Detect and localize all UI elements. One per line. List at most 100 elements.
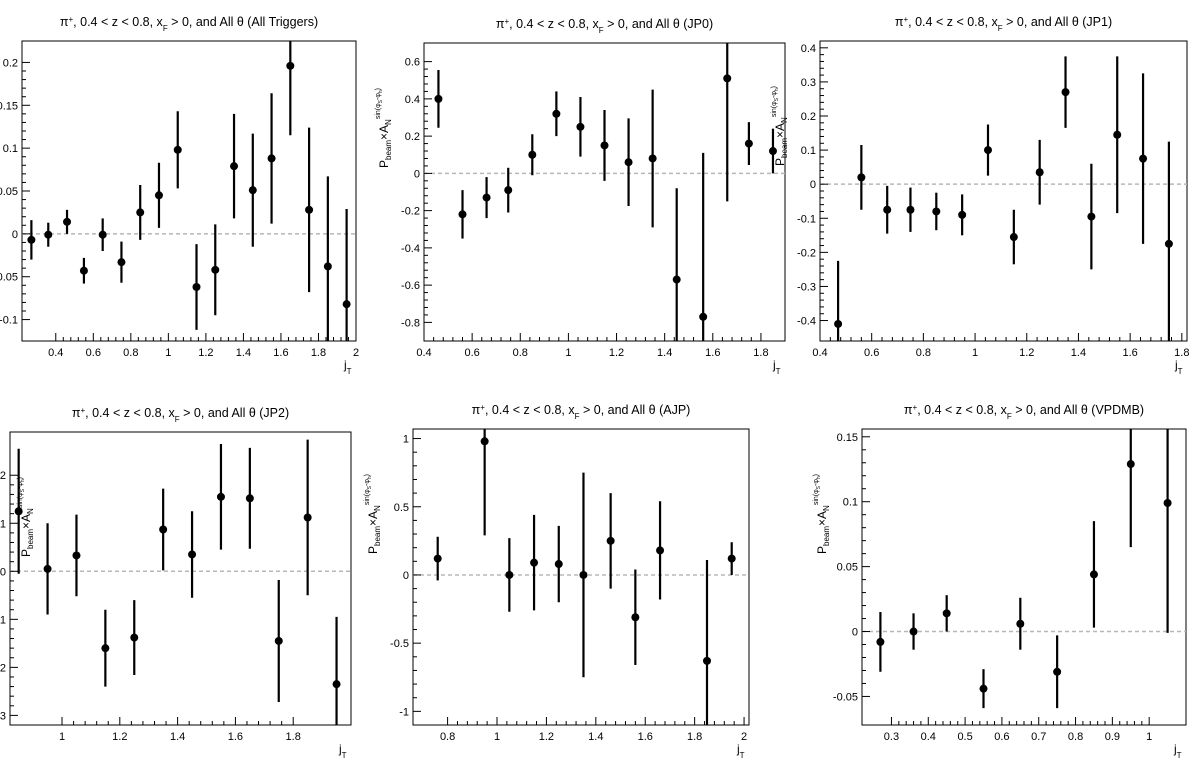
y-tick-label: -0.5: [390, 638, 409, 650]
title-part: π: [60, 15, 69, 29]
data-point: [1053, 667, 1062, 676]
x-tick-label: 0.7: [1031, 731, 1046, 743]
data-point: [1164, 239, 1173, 248]
x-axis-label-main: j: [772, 358, 776, 372]
y-tick-label: -0.05: [0, 272, 18, 284]
y-tick-label: 0: [852, 627, 858, 639]
title-part: +: [80, 406, 85, 415]
data-point: [154, 191, 163, 200]
title-part: +: [480, 403, 485, 412]
data-point: [744, 139, 753, 148]
data-point: [1139, 154, 1148, 163]
data-point: [44, 230, 53, 239]
x-axis-label-sub: T: [776, 367, 781, 376]
y-tick-label: 0.2: [3, 57, 18, 69]
y-tick-label: -0.3: [797, 281, 816, 293]
x-axis-label-sub: T: [1178, 367, 1183, 376]
title-part: > 0, and All θ (All Triggers): [168, 15, 318, 29]
y-axis-label: Pbeam×ANsin(φS-φh): [17, 477, 35, 557]
data-point: [245, 494, 254, 503]
x-tick-label: 0.6: [464, 347, 479, 359]
plot-frame: [819, 40, 1188, 342]
y-axis-label-part: N: [780, 117, 789, 123]
data-point: [303, 513, 312, 522]
x-axis-label-sub: T: [347, 367, 352, 376]
y-axis-label-part: N: [373, 505, 382, 511]
data-point: [305, 205, 314, 214]
data-point: [1035, 168, 1044, 177]
data-point: [27, 235, 36, 244]
data-point: [554, 560, 563, 569]
y-axis-label-part: -φ: [375, 93, 382, 100]
data-point: [286, 61, 295, 70]
y-axis-label-part: h: [378, 90, 384, 93]
data-point: [130, 633, 139, 642]
title-part: π: [904, 403, 913, 417]
x-tick-label: 0.3: [884, 731, 899, 743]
y-axis-label-part: ×A: [377, 125, 391, 140]
y-axis-label-part: S: [20, 488, 26, 492]
data-point: [672, 275, 681, 284]
title-part: , 0.4 < z < 0.8, x: [917, 403, 1007, 417]
y-tick-label: -0.6: [401, 280, 420, 292]
y-tick-label: -1: [399, 706, 409, 718]
data-point: [332, 680, 341, 689]
y-tick-label: 0.15: [0, 100, 18, 112]
x-axis-label-main: j: [1174, 358, 1178, 372]
data-point: [433, 554, 442, 563]
data-point: [1016, 619, 1025, 628]
x-tick-label: 1.4: [1071, 347, 1086, 359]
data-point: [631, 613, 640, 622]
x-tick-label: 1.2: [539, 731, 554, 743]
y-tick-label: 0: [0, 566, 6, 578]
plot-frame: [9, 431, 352, 726]
y-axis-label: Pbeam×ANsin(φS-φh): [375, 88, 393, 168]
y-tick-label: -0.2: [0, 662, 6, 674]
data-point: [834, 319, 843, 328]
title-part: > 0, and All θ (VPDMB): [1012, 403, 1144, 417]
title-part: F: [175, 415, 180, 424]
x-tick-label: 1.8: [687, 731, 702, 743]
panel-title: π+, 0.4 < z < 0.8, xF > 0, and All θ (AJ…: [472, 403, 691, 421]
data-point: [98, 230, 107, 239]
data-series: [434, 43, 777, 341]
y-tick-label: 0: [810, 179, 816, 191]
x-tick-label: 0.8: [1068, 731, 1083, 743]
x-tick-label: 0.4: [812, 347, 827, 359]
x-axis-label-sub: T: [1177, 751, 1182, 760]
x-tick-label: 0.5: [957, 731, 972, 743]
data-point: [192, 283, 201, 291]
x-axis-label-main: j: [736, 742, 740, 756]
y-tick-label: 0.4: [405, 94, 420, 106]
title-part: +: [69, 15, 74, 24]
data-series: [27, 41, 351, 341]
y-axis-label-part: ): [375, 88, 382, 90]
x-tick-label: 1: [59, 731, 65, 743]
data-point: [136, 208, 145, 217]
x-axis-label: jT: [1174, 358, 1183, 376]
plot-frame: [21, 40, 357, 342]
x-tick-label: 1.6: [228, 731, 243, 743]
title-part: +: [504, 17, 509, 26]
title-part: π: [72, 406, 81, 420]
y-tick-label: 0.5: [394, 502, 409, 514]
data-point: [768, 147, 777, 156]
data-series: [876, 429, 1172, 709]
x-tick-label: 0.9: [1105, 731, 1120, 743]
data-point: [458, 210, 467, 219]
x-tick-label: 1.4: [588, 731, 603, 743]
y-axis-label-part: S: [378, 99, 384, 103]
y-tick-label: 0.6: [405, 57, 420, 69]
data-series: [14, 439, 341, 725]
y-axis-label-part: -φ: [771, 91, 778, 98]
data-point: [482, 193, 491, 202]
title-part: +: [913, 403, 918, 412]
x-tick-label: 0.8: [440, 731, 455, 743]
title-part: F: [1007, 412, 1012, 421]
data-point: [79, 266, 88, 275]
x-tick-label: 1: [494, 731, 500, 743]
y-axis-label-part: ×A: [773, 123, 787, 138]
y-tick-label: -0.05: [833, 691, 858, 703]
data-point: [1163, 499, 1172, 507]
